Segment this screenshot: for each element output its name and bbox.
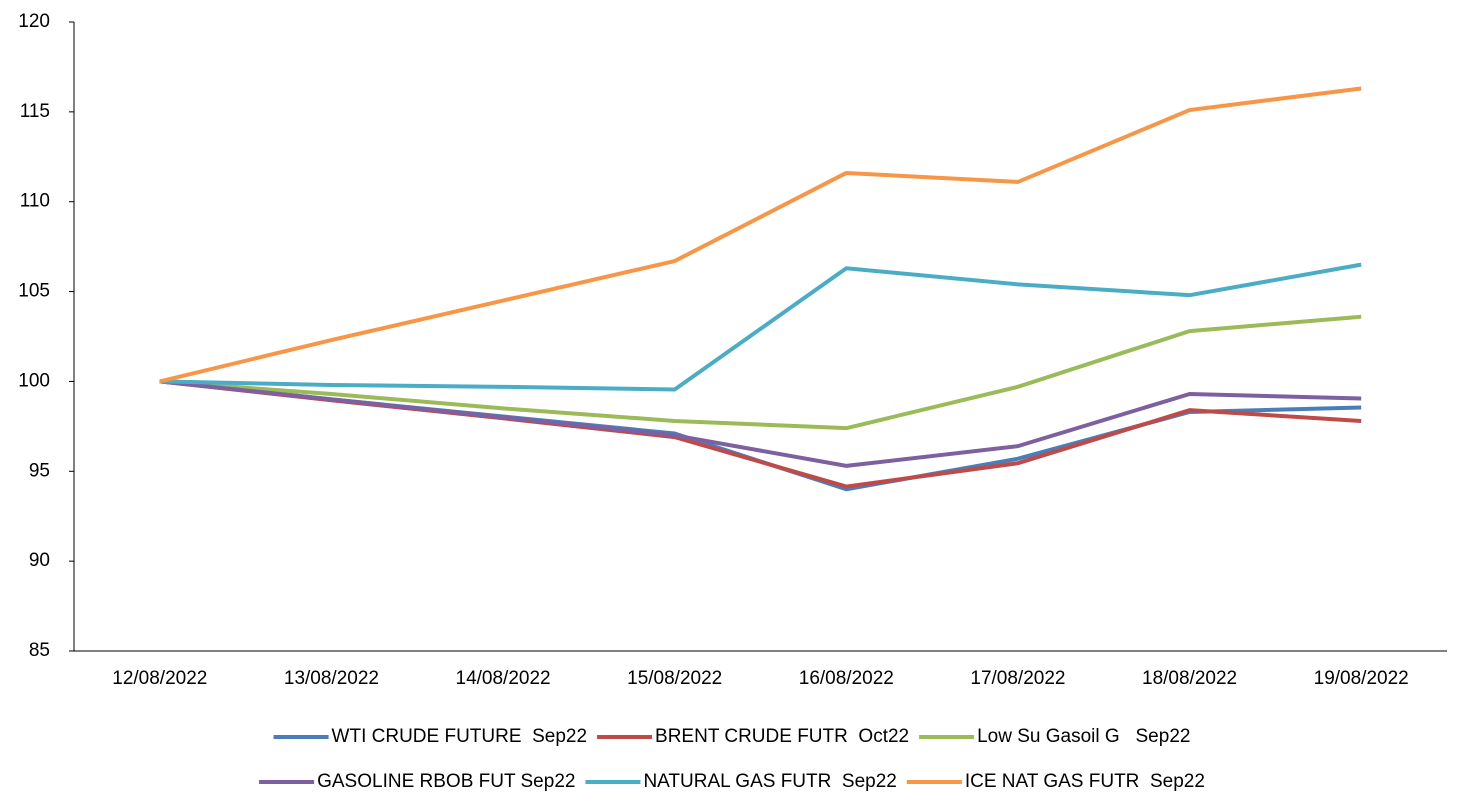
- y-tick-label: 105: [18, 281, 50, 302]
- x-tick-label: 13/08/2022: [284, 668, 379, 689]
- x-tick-label: 18/08/2022: [1142, 668, 1237, 689]
- x-tick-label: 15/08/2022: [627, 668, 722, 689]
- y-tick-label: 85: [29, 640, 50, 661]
- series-line: [159, 379, 1362, 468]
- legend-label: WTI CRUDE FUTURE Sep22: [332, 726, 587, 747]
- legend-label: NATURAL GAS FUTR Sep22: [643, 771, 896, 792]
- x-tick-label: 19/08/2022: [1314, 668, 1409, 689]
- y-tick-label: 90: [29, 550, 50, 571]
- legend-label: GASOLINE RBOB FUT Sep22: [317, 771, 575, 792]
- x-tick-label: 17/08/2022: [970, 668, 1065, 689]
- x-tick-label: 12/08/2022: [112, 668, 207, 689]
- legend-label: BRENT CRUDE FUTR Oct22: [655, 726, 909, 747]
- series-line: [159, 86, 1362, 384]
- legend-label: ICE NAT GAS FUTR Sep22: [965, 771, 1205, 792]
- series-line: [159, 314, 1362, 431]
- legend-label: Low Su Gasoil G Sep22: [977, 726, 1190, 747]
- x-tick-label: 16/08/2022: [799, 668, 894, 689]
- y-tick-label: 110: [20, 191, 50, 212]
- y-tick-label: 115: [20, 101, 50, 122]
- y-tick-label: 95: [29, 460, 50, 481]
- y-tick-label: 120: [18, 11, 50, 32]
- x-tick-label: 14/08/2022: [456, 668, 551, 689]
- series-line: [159, 262, 1362, 392]
- y-tick-label: 100: [18, 370, 50, 391]
